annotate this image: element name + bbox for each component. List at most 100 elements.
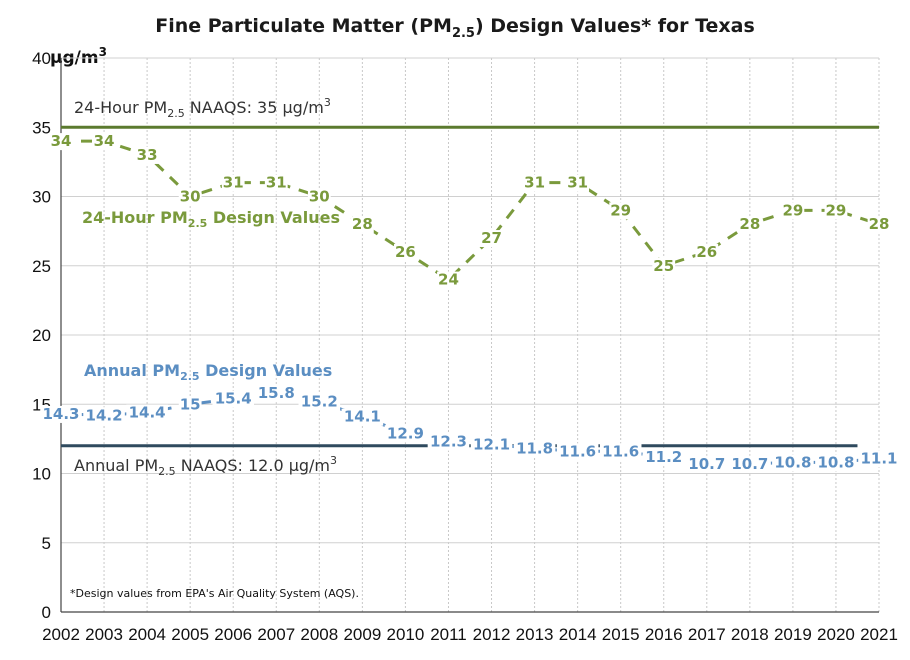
- x-tick-label: 2002: [42, 625, 80, 644]
- label-24hr: 29: [826, 201, 847, 219]
- data-label-bg: [394, 243, 417, 261]
- data-label-bg: [178, 396, 202, 414]
- data-label-bg: [350, 216, 374, 234]
- x-tick-label: 2003: [85, 625, 123, 644]
- data-label-bg: [92, 133, 116, 151]
- data-label-bg: [212, 390, 255, 408]
- data-label-bg: [867, 216, 891, 234]
- series-24hr-name: 24-Hour PM2.5 Design Values: [82, 208, 340, 230]
- data-label-bg: [384, 425, 427, 443]
- y-tick-label: 40: [32, 49, 51, 68]
- y-axis-unit: µg/m3: [50, 45, 107, 68]
- x-tick-label: 2012: [473, 625, 511, 644]
- series-annual-name: Annual PM2.5 Design Values: [84, 361, 332, 383]
- x-tick-label: 2009: [343, 625, 381, 644]
- y-tick-label: 30: [32, 188, 51, 207]
- data-label-bg: [815, 454, 857, 472]
- data-label-bg: [341, 408, 384, 426]
- series-lines: [60, 139, 880, 466]
- x-tick-label: 2015: [602, 625, 640, 644]
- data-label-bg: [642, 448, 685, 466]
- data-label-bg: [255, 385, 298, 403]
- label-annual: 11.6: [602, 442, 639, 460]
- x-tick-label: 2011: [430, 625, 467, 644]
- data-label-bg: [126, 404, 168, 422]
- y-tick-label: 20: [32, 326, 51, 345]
- grid: [61, 57, 880, 612]
- label-annual: 11.6: [559, 442, 596, 460]
- data-label-bg: [298, 393, 341, 411]
- data-label-bg: [685, 455, 728, 473]
- data-label-bg: [729, 455, 771, 473]
- data-label-bg: [178, 188, 202, 206]
- label-annual: 15.2: [301, 392, 338, 410]
- label-annual: 10.7: [731, 455, 768, 473]
- data-label-bg: [40, 405, 82, 423]
- label-annual: 10.8: [774, 453, 811, 471]
- label-24hr: 28: [352, 215, 373, 233]
- y-tick-label: 0: [42, 603, 51, 622]
- data-label-bg: [781, 202, 805, 220]
- data-label-bg: [513, 440, 556, 458]
- x-tick-label: 2007: [257, 625, 295, 644]
- x-tick-label: 2021: [860, 625, 898, 644]
- data-label-bg: [652, 257, 676, 275]
- x-tick-label: 2019: [774, 625, 812, 644]
- x-tick-label: 2004: [128, 625, 166, 644]
- data-labels: 34 34 33 30 31 31 30 28 26 24 27 31 31 29 25 26 28 29 29 28…: [40, 132, 900, 473]
- label-24hr: 31: [567, 174, 588, 192]
- label-24hr: 28: [869, 215, 890, 233]
- label-annual: 15: [180, 395, 201, 413]
- data-label-bg: [609, 202, 633, 220]
- label-annual: 14.1: [344, 408, 381, 426]
- label-24hr: 26: [696, 243, 717, 261]
- label-annual: 12.9: [387, 424, 424, 442]
- label-annual: 15.4: [215, 390, 252, 408]
- naaqs-annual-label: Annual PM2.5 NAAQS: 12.0 µg/m3: [74, 454, 337, 478]
- data-label-bg: [566, 174, 590, 192]
- x-tick-label: 2010: [387, 625, 425, 644]
- x-tick-label: 2005: [171, 625, 209, 644]
- label-annual: 11.8: [516, 440, 553, 458]
- data-label-bg: [83, 407, 125, 425]
- data-label-bg: [738, 216, 762, 234]
- data-label-bg: [437, 271, 460, 289]
- label-annual: 11.1: [860, 449, 897, 467]
- x-tick-label: 2006: [214, 625, 252, 644]
- label-annual: 14.4: [129, 404, 166, 422]
- label-24hr: 33: [137, 146, 158, 164]
- x-tick-label: 2017: [688, 625, 726, 644]
- data-label-bg: [556, 443, 599, 461]
- label-annual: 12.1: [473, 435, 510, 453]
- label-24hr: 34: [51, 132, 72, 150]
- label-24hr: 29: [782, 201, 803, 219]
- naaqs-24hr-label: 24-Hour PM2.5 NAAQS: 35 µg/m3: [74, 96, 331, 120]
- data-label-bg: [695, 243, 719, 261]
- data-label-bg: [772, 454, 814, 472]
- label-annual: 14.3: [42, 405, 79, 423]
- data-label-bg: [221, 174, 245, 192]
- data-label-bg: [135, 146, 159, 164]
- x-tick-label: 2020: [817, 625, 855, 644]
- label-annual: 12.3: [430, 433, 467, 451]
- label-24hr: 29: [610, 201, 631, 219]
- label-24hr: 24: [438, 271, 459, 289]
- y-tick-label: 10: [32, 465, 51, 484]
- data-label-bg: [599, 443, 642, 461]
- label-24hr: 30: [309, 188, 330, 206]
- x-tick-label: 2016: [645, 625, 683, 644]
- label-24hr: 26: [395, 243, 416, 261]
- y-tick-label: 25: [32, 257, 51, 276]
- label-24hr: 27: [481, 229, 502, 247]
- x-tick-label: 2008: [300, 625, 338, 644]
- data-label-bg: [427, 433, 470, 451]
- label-24hr: 25: [653, 257, 674, 275]
- chart-title: Fine Particulate Matter (PM2.5) Design V…: [155, 15, 755, 41]
- data-label-bg: [264, 174, 288, 192]
- x-tick-label: 2018: [731, 625, 769, 644]
- label-annual: 10.7: [688, 455, 725, 473]
- data-label-bg: [307, 188, 331, 206]
- label-24hr: 28: [739, 215, 760, 233]
- label-24hr: 34: [94, 132, 115, 150]
